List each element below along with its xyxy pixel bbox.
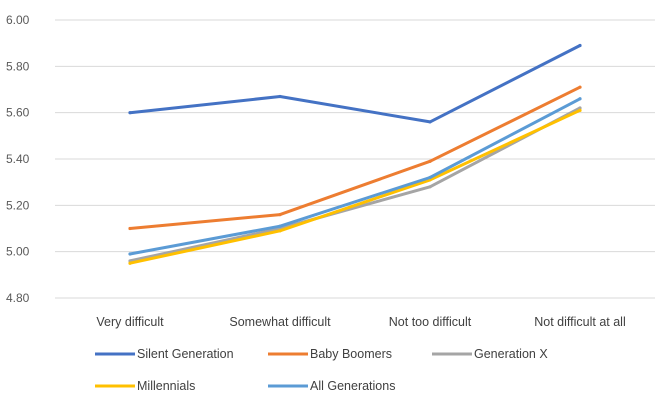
legend-label-generation-x: Generation X [474, 347, 548, 361]
y-tick-label: 5.80 [6, 59, 30, 73]
data-point-silent-generation [578, 43, 582, 48]
series-line-all-generations [128, 97, 582, 256]
data-point-generation-x [428, 185, 432, 189]
data-point-silent-generation [278, 94, 282, 99]
series-line-baby-boomers [128, 85, 582, 230]
x-category-label: Not too difficult [389, 315, 472, 329]
data-point-all-generations [428, 175, 432, 180]
data-point-all-generations [278, 224, 282, 228]
series-line-silent-generation [128, 44, 582, 124]
x-category-label: Not difficult at all [534, 315, 625, 329]
data-point-silent-generation [428, 120, 432, 124]
data-point-baby-boomers [428, 159, 432, 163]
data-point-all-generations [578, 97, 582, 101]
data-point-generation-x [578, 106, 582, 110]
y-tick-label: 5.20 [6, 198, 30, 212]
series-lines [128, 43, 582, 265]
data-point-baby-boomers [578, 85, 582, 89]
x-category-label: Very difficult [96, 315, 164, 329]
legend-label-millennials: Millennials [137, 379, 195, 393]
legend-label-all-generations: All Generations [310, 379, 395, 393]
data-point-baby-boomers [278, 213, 282, 217]
x-axis-category-labels: Very difficult Somewhat difficult Not too … [96, 315, 625, 329]
y-tick-label: 4.80 [6, 291, 30, 305]
data-point-millennials [578, 108, 582, 112]
series-line-generation-x [128, 106, 582, 263]
y-tick-label: 5.60 [6, 106, 30, 120]
x-category-label: Somewhat difficult [229, 315, 331, 329]
series-line-millennials [128, 108, 582, 265]
data-point-millennials [278, 229, 282, 233]
data-point-millennials [128, 261, 132, 265]
y-axis-ticks: 6.00 5.80 5.60 5.40 5.20 5.00 4.80 [6, 13, 30, 305]
y-tick-label: 5.40 [6, 152, 30, 166]
y-tick-label: 6.00 [6, 13, 30, 27]
data-point-all-generations [128, 252, 132, 256]
y-tick-label: 5.00 [6, 245, 30, 259]
data-point-baby-boomers [128, 226, 132, 231]
legend-label-baby-boomers: Baby Boomers [310, 347, 392, 361]
data-point-silent-generation [128, 111, 132, 115]
legend: Silent Generation Baby Boomers Generation … [95, 347, 548, 393]
legend-label-silent-generation: Silent Generation [137, 347, 234, 361]
